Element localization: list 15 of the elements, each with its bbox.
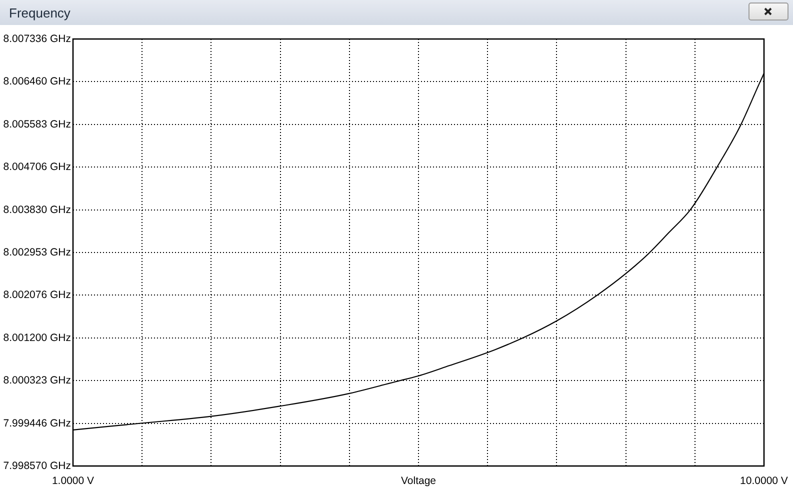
x-axis-title: Voltage [400, 475, 436, 487]
chart-title: Frequency [9, 6, 71, 20]
y-tick-label: 8.007336 GHz [3, 33, 71, 45]
y-tick-label: 8.003830 GHz [3, 204, 71, 216]
y-tick-label: 8.002076 GHz [3, 289, 71, 302]
y-tick-label: 8.002953 GHz [3, 246, 71, 258]
y-tick-label: 7.998570 GHz [3, 460, 71, 472]
x-tick-label: 10.0000 V [740, 475, 788, 487]
y-tick-label: 8.005583 GHz [3, 118, 71, 130]
y-tick-label: 8.004706 GHz [3, 161, 71, 174]
y-tick-label: 7.999446 GHz [3, 417, 71, 430]
y-tick-label: 8.000323 GHz [3, 374, 71, 387]
y-tick-label: 8.001200 GHz [3, 332, 71, 344]
y-tick-label: 8.006460 GHz [3, 76, 71, 88]
x-tick-label: 1.0000 V [52, 475, 94, 487]
